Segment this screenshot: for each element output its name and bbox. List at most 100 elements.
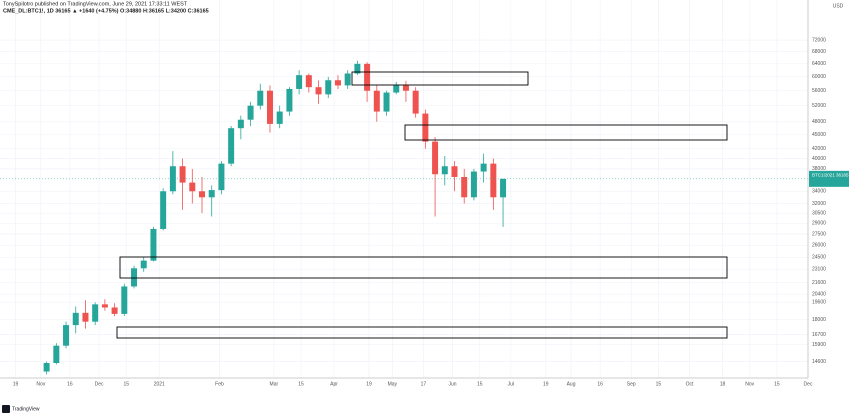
x-tick-label: 2021 <box>154 381 165 387</box>
y-tick-label: 29000 <box>812 221 826 227</box>
candle-body <box>296 75 303 89</box>
candle-body <box>63 325 70 346</box>
candle-body <box>160 191 167 229</box>
x-tick-label: 19 <box>543 381 549 387</box>
y-tick-label: 23100 <box>812 266 826 272</box>
x-tick-label: 18 <box>720 381 726 387</box>
y-tick-label: 72000 <box>812 37 826 43</box>
candle-body <box>43 362 50 372</box>
axes: 72000 68000 64000 60000 56000 52000 48000 45000… <box>13 37 849 387</box>
candle-body <box>441 166 448 175</box>
x-tick-label: 15 <box>656 381 662 387</box>
y-tick-label: 30500 <box>812 210 826 216</box>
y-tick-label: 56000 <box>812 88 826 94</box>
x-tick-label: Jul <box>508 381 514 387</box>
x-tick-label: 19 <box>13 381 19 387</box>
y-tick-label: 40000 <box>812 156 826 162</box>
candle-body <box>383 92 390 112</box>
candle-body <box>315 87 322 95</box>
candle-body <box>82 312 89 322</box>
candle-body <box>208 190 215 198</box>
y-tick-label: 24500 <box>812 255 826 261</box>
x-tick-label: Dec <box>95 381 104 387</box>
candle-body <box>121 286 128 314</box>
candle-body <box>169 166 176 192</box>
price-tag-value: 36165 <box>836 173 849 178</box>
y-tick-label: 38000 <box>812 166 826 172</box>
candle-body <box>373 90 380 112</box>
y-tick-label: 18000 <box>812 317 826 323</box>
x-tick-label: 16 <box>597 381 603 387</box>
x-tick-label: 17 <box>421 381 427 387</box>
candle-body <box>470 171 477 198</box>
y-tick-label: 16700 <box>812 332 826 338</box>
candle-body <box>247 105 254 120</box>
brand: TradingView <box>12 406 40 412</box>
candle-body <box>325 80 332 95</box>
candle-body <box>364 63 371 91</box>
candle-body <box>237 119 244 129</box>
candle-body <box>111 307 118 314</box>
candle-body <box>432 141 439 175</box>
y-tick-label: 64000 <box>812 61 826 67</box>
y-tick-label: 20400 <box>812 292 826 298</box>
price-tag-symbol: BTC1!2021 <box>812 173 835 178</box>
gap-box <box>116 326 728 339</box>
candle-body <box>354 63 361 74</box>
candle-body <box>276 111 283 124</box>
candle-body <box>189 182 196 192</box>
gap-box <box>119 256 728 279</box>
x-tick-label: May <box>388 381 398 387</box>
x-tick-label: 15 <box>298 381 304 387</box>
candle-body <box>257 90 264 106</box>
candle-body <box>500 178 507 198</box>
grid <box>0 0 809 378</box>
x-tick-label: Nov <box>745 381 754 387</box>
y-tick-label: 45000 <box>812 132 826 138</box>
x-tick-label: Apr <box>330 381 338 387</box>
x-tick-label: 15 <box>477 381 483 387</box>
y-tick-label: 15900 <box>812 342 826 348</box>
y-tick-label: 60000 <box>812 74 826 80</box>
x-tick-label: 15 <box>123 381 129 387</box>
candle-body <box>286 88 293 112</box>
gap-box <box>404 124 728 141</box>
candle-body <box>393 85 400 93</box>
candle-body <box>72 312 79 326</box>
gap-box <box>351 71 529 86</box>
x-tick-label: Oct <box>686 381 694 387</box>
candle-body <box>461 176 468 198</box>
candle-body <box>218 163 225 191</box>
x-tick-label: 15 <box>774 381 780 387</box>
y-tick-label: 14600 <box>812 359 826 365</box>
candle-body <box>412 90 419 114</box>
y-tick-label: 21600 <box>812 280 826 286</box>
x-tick-label: Nov <box>36 381 45 387</box>
candle-body <box>266 90 273 124</box>
candle-body <box>402 85 409 91</box>
candle-body <box>101 304 108 308</box>
y-tick-label: 68000 <box>812 49 826 55</box>
price-tag <box>809 170 849 187</box>
candle-body <box>451 166 458 177</box>
y-tick-label: 34000 <box>812 189 826 195</box>
logo-icon <box>2 405 10 413</box>
x-tick-label: Jun <box>449 381 457 387</box>
publisher: TonySpilotro published on TradingView.co… <box>3 1 188 7</box>
x-tick-label: 19 <box>366 381 372 387</box>
candle-body <box>344 73 351 86</box>
candle-body <box>131 268 138 287</box>
candle-body <box>422 113 429 142</box>
x-tick-label: Feb <box>215 381 224 387</box>
x-tick-label: Dec <box>804 381 813 387</box>
candle-body <box>228 128 235 164</box>
candles <box>0 60 808 375</box>
candle-body <box>92 304 99 322</box>
candle-body <box>140 260 147 269</box>
y-tick-label: 26000 <box>812 243 826 249</box>
y-tick-label: 42000 <box>812 146 826 152</box>
x-tick-label: Aug <box>567 381 576 387</box>
y-tick-label: 19600 <box>812 300 826 306</box>
